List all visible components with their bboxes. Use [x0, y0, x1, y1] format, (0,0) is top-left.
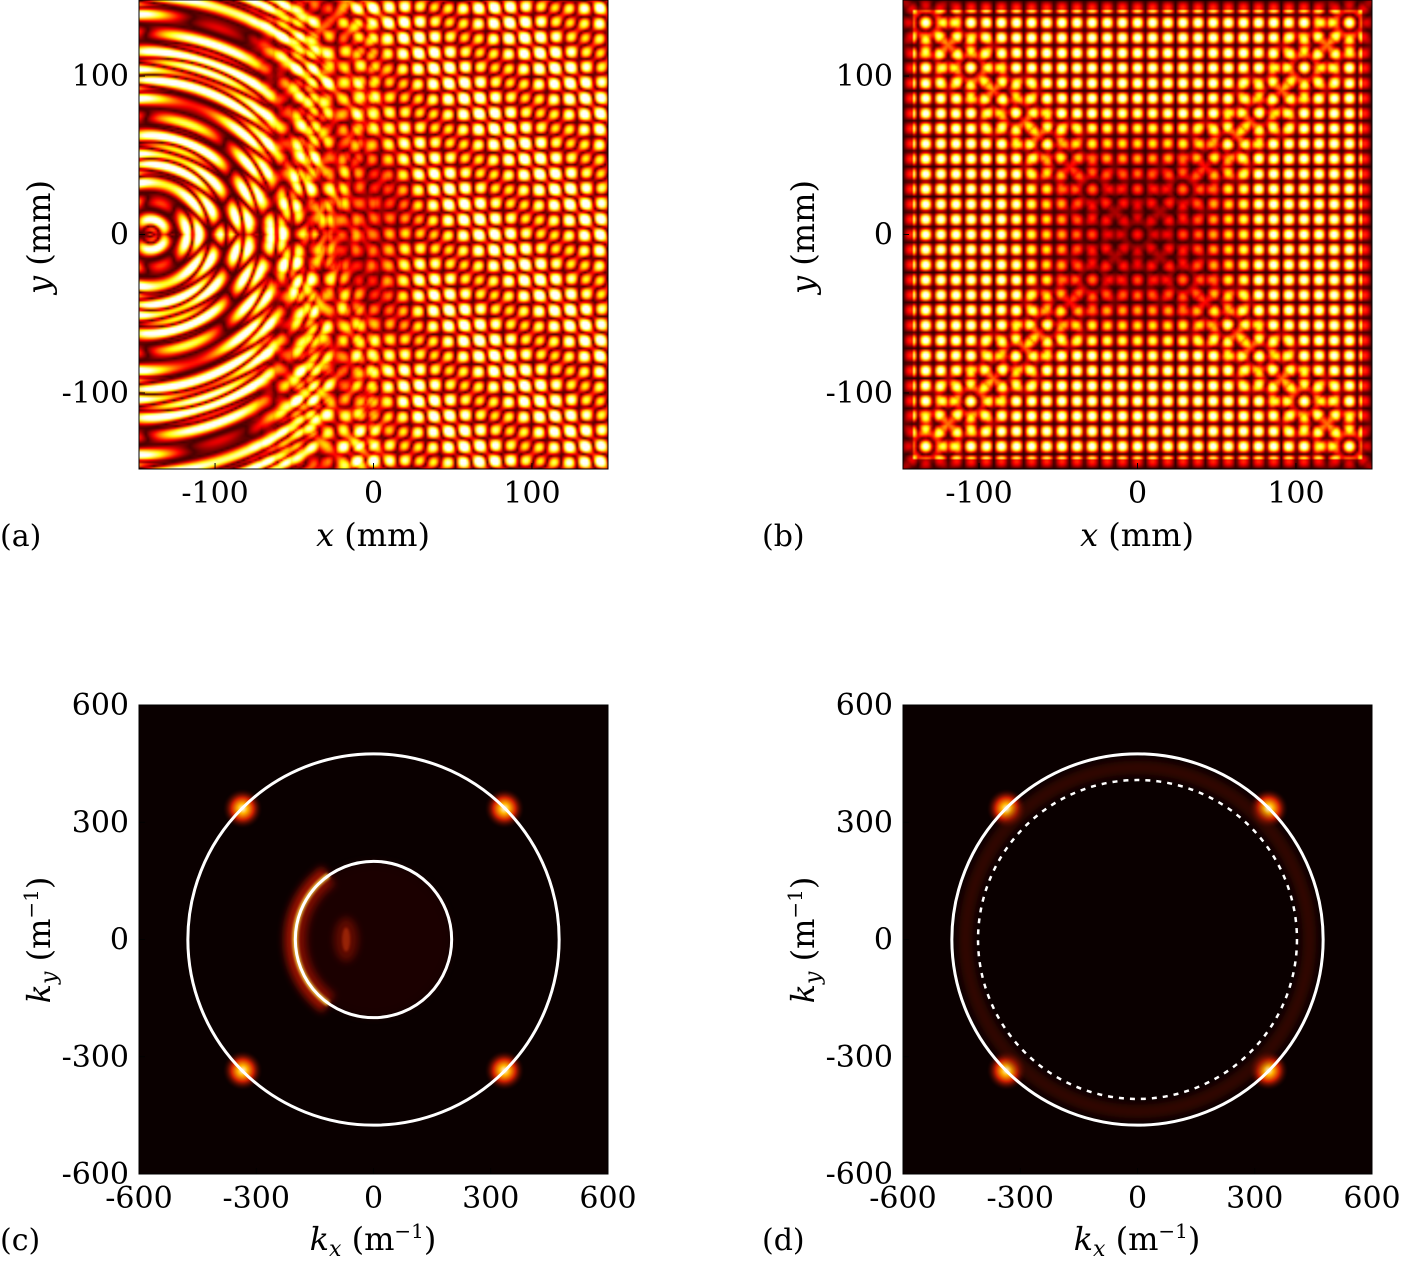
- x-axis-label-d: kx (m−1): [1074, 1219, 1201, 1262]
- x-axis-label-c: kx (m−1): [310, 1219, 437, 1262]
- y-axis-label-d: ky (m−1): [783, 877, 826, 1004]
- y-tick-label: 0: [110, 218, 129, 253]
- x-tick-label: 300: [462, 1181, 519, 1216]
- x-tick-label: 600: [579, 1181, 636, 1216]
- panel-tag-c: (c): [0, 1223, 40, 1258]
- inner-haze: [295, 861, 452, 1018]
- panel-tag-d: (d): [762, 1223, 805, 1258]
- y-tick-label: 300: [72, 805, 129, 840]
- x-tick-label: 300: [1226, 1181, 1283, 1216]
- heatmap-d-background: [903, 705, 1372, 1174]
- y-tick-label: -600: [826, 1157, 893, 1192]
- x-tick-label: -300: [223, 1181, 290, 1216]
- x-tick-label: -300: [987, 1181, 1054, 1216]
- x-tick-label: 0: [364, 1181, 383, 1216]
- y-tick-label: 0: [110, 923, 129, 958]
- y-tick-label: -300: [826, 1040, 893, 1075]
- x-axis-label-b: x (mm): [1080, 516, 1194, 554]
- y-axis-label-b: y (mm): [784, 180, 822, 296]
- solid-circle: [950, 752, 1325, 1127]
- ticks-d: -600 -300 0 300 600 -600 -300 0 300 600: [826, 688, 1401, 1216]
- y-tick-label: -600: [62, 1157, 129, 1192]
- x-tick-label: -100: [181, 476, 248, 511]
- ticks-c: -600 -300 0 300 600 -600 -300 0 300 600: [62, 688, 637, 1216]
- y-tick-label: 100: [72, 59, 129, 94]
- dotted-circle: [976, 778, 1299, 1101]
- circles-c: [186, 752, 561, 1127]
- y-axis-label-c: ky (m−1): [19, 877, 62, 1004]
- y-tick-label: -300: [62, 1040, 129, 1075]
- y-tick-label: 100: [836, 59, 893, 94]
- x-tick-label: 100: [503, 476, 560, 511]
- x-axis-label-a: x (mm): [316, 516, 430, 554]
- y-tick-label: 600: [72, 688, 129, 723]
- x-tick-label: -600: [105, 1181, 172, 1216]
- x-tick-label: 0: [1128, 476, 1147, 511]
- y-tick-label: -100: [62, 376, 129, 411]
- panel-b: -100 0 100 -100 0 100 x (mm) y (mm) (b): [762, 0, 1373, 554]
- panel-tag-a: (a): [0, 519, 41, 554]
- y-tick-label: 0: [874, 923, 893, 958]
- x-tick-label: 600: [1343, 1181, 1400, 1216]
- x-tick-label: 100: [1267, 476, 1324, 511]
- x-tick-label: 0: [364, 476, 383, 511]
- y-axis-label-a: y (mm): [20, 180, 58, 296]
- ring-glow: [958, 760, 1317, 1119]
- heatmap-b-image: [903, 0, 1372, 469]
- y-tick-label: -100: [826, 376, 893, 411]
- solid-circle: [186, 752, 561, 1127]
- heatmap-a-image: [139, 0, 608, 469]
- solid-circle: [293, 859, 454, 1020]
- panel-tag-b: (b): [762, 519, 805, 554]
- ticks-a: -100 0 100 -100 0 100: [62, 59, 561, 511]
- y-tick-label: 600: [836, 688, 893, 723]
- panel-a: -100 0 100 -100 0 100 x (mm) y (mm) (a): [0, 0, 609, 554]
- circles-d: [950, 752, 1325, 1127]
- x-tick-label: -100: [945, 476, 1012, 511]
- y-tick-label: 300: [836, 805, 893, 840]
- y-tick-label: 0: [874, 218, 893, 253]
- ticks-b: -100 0 100 -100 0 100: [826, 59, 1325, 511]
- x-tick-label: -600: [869, 1181, 936, 1216]
- x-tick-label: 0: [1128, 1181, 1147, 1216]
